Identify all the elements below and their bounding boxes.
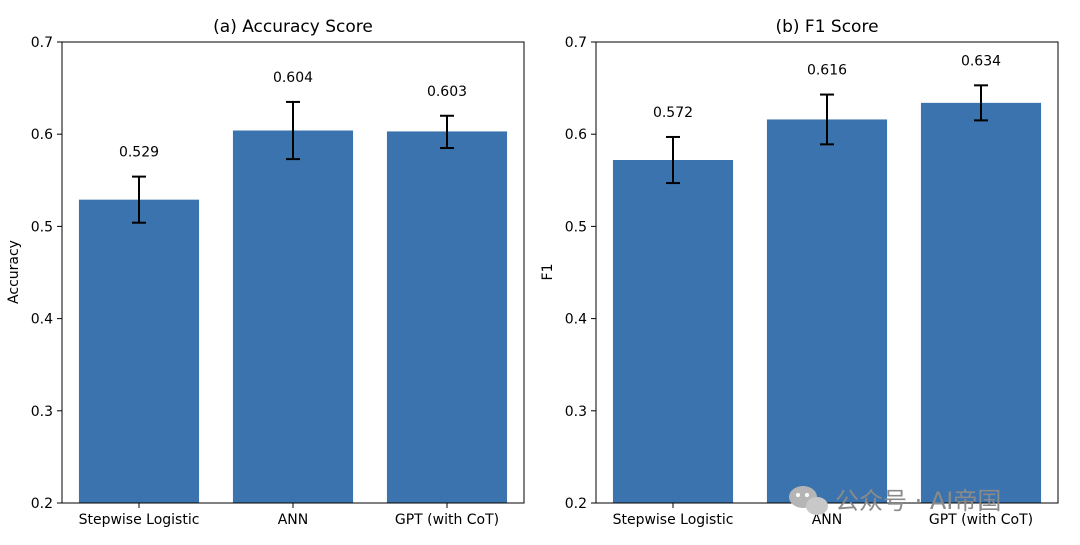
y-tick-label: 0.2 — [565, 496, 587, 512]
watermark: 公众号 · AI帝国 — [789, 486, 1001, 515]
data-label: 0.616 — [807, 63, 847, 79]
y-tick-label: 0.6 — [565, 127, 587, 143]
f1-chart-panel: (b) F1 Score F1 0.572 0.616 0.634 0.2 0.3 0.4… — [540, 17, 1059, 528]
data-label: 0.603 — [427, 84, 467, 100]
wechat-icon — [789, 486, 828, 515]
watermark-text: 公众号 · AI帝国 — [835, 487, 1001, 515]
chart-title: (b) F1 Score — [775, 17, 878, 37]
bar — [612, 160, 734, 504]
y-tick-label: 0.3 — [31, 404, 53, 420]
data-label: 0.634 — [961, 53, 1001, 69]
y-axis-label: F1 — [540, 264, 556, 281]
x-tick-label: GPT (with CoT) — [395, 512, 499, 528]
y-tick-label: 0.5 — [565, 219, 587, 235]
y-tick-label: 0.5 — [31, 219, 53, 235]
data-label: 0.572 — [653, 105, 693, 121]
accuracy-chart-panel: (a) Accuracy Score Accuracy 0.5290.6040.… — [6, 17, 525, 528]
y-tick-label: 0.2 — [31, 496, 53, 512]
y-tick-label: 0.4 — [31, 312, 53, 328]
y-axis-label: Accuracy — [6, 240, 22, 304]
plot-area: 0.529 0.604 0.603 0.2 0.3 0.4 0.5 0.6 0.7 Stepwis… — [31, 35, 525, 528]
bar — [78, 199, 200, 504]
x-tick-label: Stepwise Logistic — [613, 512, 734, 528]
y-tick-label: 0.4 — [565, 312, 587, 328]
data-label: 0.529 — [119, 145, 159, 161]
bar — [386, 131, 508, 503]
bar — [232, 130, 354, 503]
x-tick-label: GPT (with CoT) — [929, 512, 1033, 528]
plot-area: 0.572 0.616 0.634 0.2 0.3 0.4 0.5 0.6 0.7 Stepwis… — [565, 35, 1059, 528]
bar — [766, 119, 888, 503]
bar — [920, 102, 1042, 504]
x-tick-label: ANN — [278, 512, 309, 528]
y-tick-label: 0.7 — [31, 35, 53, 51]
data-label: 0.604 — [273, 70, 313, 86]
x-tick-label: Stepwise Logistic — [79, 512, 200, 528]
y-tick-label: 0.3 — [565, 404, 587, 420]
y-tick-label: 0.7 — [565, 35, 587, 51]
y-tick-label: 0.6 — [31, 127, 53, 143]
chart-title: (a) Accuracy Score — [213, 17, 373, 37]
x-tick-label: ANN — [812, 512, 843, 528]
